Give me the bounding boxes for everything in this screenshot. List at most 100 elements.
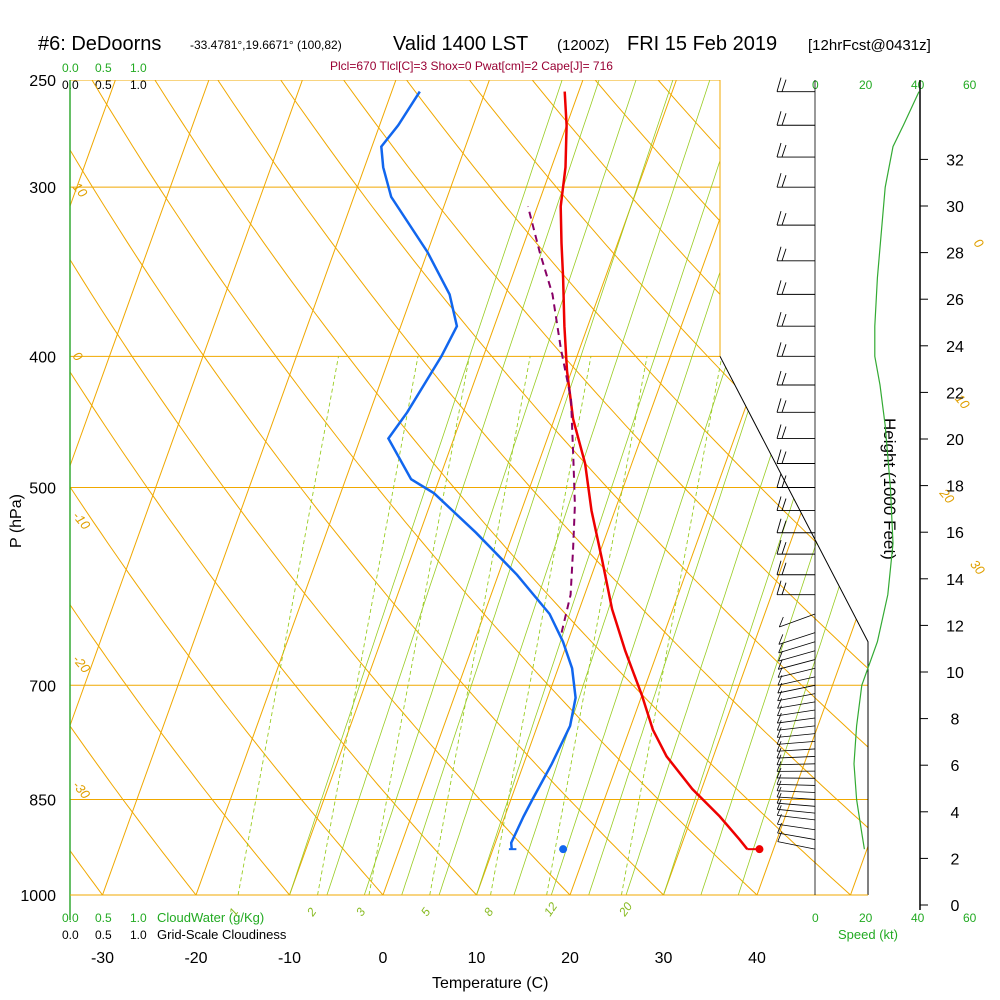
isotherm-label: 0 (971, 236, 988, 252)
wind-barb (777, 790, 816, 793)
mixing-ratio-line (620, 356, 723, 895)
wind-barb (777, 684, 816, 694)
height-tick-label: 22 (946, 385, 964, 402)
wind-barb-flag (781, 426, 787, 439)
wind-barb-flag (778, 616, 784, 628)
cloudiness-label: Grid-Scale Cloudiness (157, 927, 287, 942)
wind-barb-flag (781, 372, 787, 386)
mixing-ratio-line (317, 356, 419, 895)
isotherm-line (195, 80, 490, 895)
cloudwater-label: CloudWater (g/Kg) (157, 910, 264, 925)
moist-adiabat-line (401, 80, 674, 895)
height-tick-label: 16 (946, 525, 964, 542)
isotherm-line (0, 80, 22, 895)
speed-tick-top-60: 60 (963, 78, 977, 92)
wind-barb-flag (781, 582, 787, 595)
wind-barb-flag (776, 780, 782, 791)
wind-barb-flag (776, 786, 782, 798)
mixing-ratio-line (490, 356, 592, 895)
wind-barb (778, 632, 816, 645)
moist-adiabat-line (289, 80, 563, 895)
wind-barb (777, 693, 816, 702)
height-tick-label: 12 (946, 618, 964, 635)
height-tick-label: 26 (946, 292, 964, 309)
wind-barb-flag (776, 77, 782, 92)
wind-barb-flag (781, 400, 787, 413)
wind-barb-flag (776, 727, 782, 738)
wind-barb (777, 832, 816, 840)
speed-tick-bottom-0: 0 (812, 911, 819, 925)
surface-dewpoint-marker (559, 845, 568, 854)
dry-adiabat-line (70, 80, 197, 895)
wind-barb-flag (778, 650, 783, 662)
height-tick-label: 10 (946, 665, 964, 682)
wind-barb-flag (776, 449, 782, 464)
temperature-tick-label: -30 (91, 950, 114, 967)
station-title: #6: DeDoorns (38, 33, 161, 55)
wind-barb-flag (776, 761, 782, 772)
wind-barb-flag (776, 142, 782, 158)
wind-barb (779, 613, 816, 628)
wind-barb (777, 756, 816, 759)
mixing-ratio-label: 3 (353, 905, 368, 919)
wind-barb-flag (776, 805, 782, 816)
cloud-scale-top-black-1: 0.5 (95, 78, 112, 92)
cloud-scale-top-green-2: 1.0 (130, 61, 147, 75)
isotherm-line (756, 80, 868, 895)
temperature-tick-label: 30 (655, 950, 673, 967)
wind-barb (778, 641, 816, 654)
wind-barb-flag (776, 111, 782, 126)
valid-date: FRI 15 Feb 2019 (627, 33, 777, 55)
moist-adiabat-line (326, 80, 600, 895)
height-tick-label: 28 (946, 246, 964, 263)
dry-adiabat-line (70, 80, 664, 895)
isotherm-label: -30 (70, 778, 94, 803)
wind-barb-flag (777, 659, 783, 670)
wind-barb-flag (776, 540, 782, 555)
dry-adiabat-line (973, 80, 1000, 895)
wind-barb-flag (776, 799, 782, 810)
pressure-tick-label: 500 (29, 481, 56, 498)
wind-barb-flag (781, 314, 787, 327)
wind-barb-flag (778, 642, 784, 653)
sounding-parameters: Plcl=670 Tlcl[C]=3 Shox=0 Pwat[cm]=2 Cap… (330, 59, 613, 73)
mixing-ratio-line (368, 356, 470, 895)
temperature-tick-label: 0 (379, 950, 388, 967)
pressure-tick-label: 250 (29, 73, 56, 90)
wind-barb (777, 676, 816, 686)
wind-barb-flag (776, 280, 782, 295)
wind-barb-flag (776, 734, 782, 745)
mixing-ratio-label: 2 (303, 905, 319, 920)
height-tick-label: 6 (951, 758, 960, 775)
pressure-tick-label: 700 (29, 678, 56, 695)
dry-adiabat-line (280, 80, 868, 895)
height-tick-label: 30 (946, 199, 964, 216)
wind-barb (777, 796, 816, 800)
height-tick-label: 14 (946, 572, 964, 589)
wind-barb-flag (781, 344, 787, 357)
wind-barb-flag (776, 473, 782, 488)
y-axis-title: P (hPa) (8, 494, 25, 548)
dry-adiabat-line (217, 80, 868, 895)
mixing-ratio-line (429, 356, 531, 895)
dry-adiabat-line (154, 80, 851, 895)
height-tick-label: 18 (946, 479, 964, 496)
wind-barb (778, 650, 816, 662)
wind-barb (778, 659, 816, 670)
wind-barb (777, 808, 816, 814)
cloud-scale-bottom-green-1: 0.5 (95, 911, 112, 925)
dry-adiabat-line (406, 80, 868, 895)
isotherm-line (70, 80, 210, 895)
mixing-ratio-label: 5 (418, 905, 433, 919)
wind-barb-flag (776, 754, 782, 765)
isotherm-label: 30 (967, 557, 988, 578)
wind-barb-flag (776, 774, 782, 785)
height-tick-label: 20 (946, 432, 964, 449)
profile-temperature (559, 91, 749, 850)
dry-adiabat-line (91, 80, 758, 895)
wind-barb-flag (781, 451, 787, 464)
wind-barb-flag (776, 496, 782, 511)
wind-barb-flag (781, 248, 787, 261)
wind-barb-flag (776, 747, 782, 759)
wind-barb-flag (781, 541, 787, 555)
